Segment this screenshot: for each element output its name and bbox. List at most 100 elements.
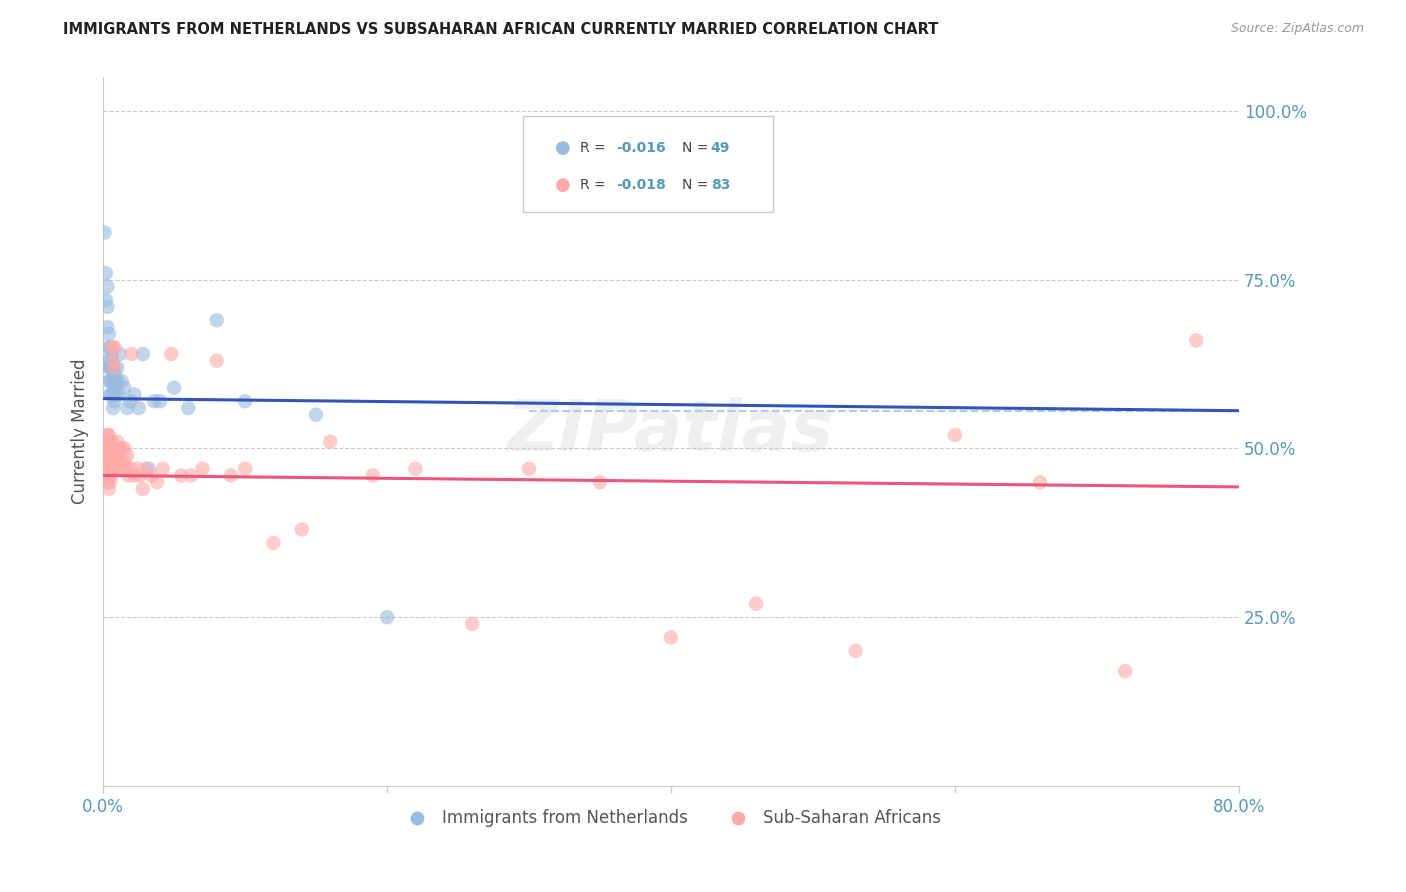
Point: [160, 347, 183, 361]
Point: [98, 475, 121, 490]
Text: -0.016: -0.016: [616, 141, 666, 155]
Point: [141, 468, 163, 483]
Point: [101, 401, 124, 415]
Point: [101, 374, 124, 388]
Text: 83: 83: [710, 178, 730, 192]
Point: [93, 226, 115, 240]
Point: [120, 461, 142, 475]
Point: [100, 468, 122, 483]
Point: [97, 360, 120, 375]
Point: [93, 442, 115, 456]
Point: [97, 353, 120, 368]
Point: [101, 340, 124, 354]
Point: [100, 387, 122, 401]
Point: [100, 374, 122, 388]
Point: [105, 360, 128, 375]
Point: [205, 313, 228, 327]
Point: [101, 455, 124, 469]
Point: [319, 434, 342, 449]
Point: [96, 455, 118, 469]
Point: [94, 468, 117, 483]
Point: [93, 455, 115, 469]
Point: [118, 468, 141, 483]
Point: [112, 442, 135, 456]
Point: [138, 461, 160, 475]
Point: [101, 360, 124, 375]
Point: [100, 360, 122, 375]
Point: [745, 597, 768, 611]
Point: [127, 461, 149, 475]
Point: [104, 442, 127, 456]
Point: [105, 374, 128, 388]
Point: [105, 448, 128, 462]
Point: [110, 442, 132, 456]
Point: [104, 387, 127, 401]
Text: 49: 49: [710, 141, 730, 155]
Point: [100, 434, 122, 449]
Point: [132, 482, 155, 496]
Point: [97, 428, 120, 442]
Point: [104, 461, 127, 475]
Point: [98, 461, 121, 475]
Point: [100, 461, 122, 475]
Point: [98, 455, 121, 469]
Point: [101, 442, 124, 456]
Point: [263, 536, 285, 550]
Point: [97, 326, 120, 341]
Point: [461, 616, 484, 631]
Point: [101, 387, 124, 401]
Point: [100, 442, 122, 456]
Point: [108, 442, 131, 456]
Point: [97, 442, 120, 456]
Point: [103, 394, 125, 409]
Text: N =: N =: [682, 178, 709, 192]
Point: [105, 434, 128, 449]
Text: -0.018: -0.018: [616, 178, 666, 192]
Point: [170, 468, 193, 483]
Point: [98, 387, 121, 401]
Y-axis label: Currently Married: Currently Married: [72, 359, 89, 504]
Point: [98, 353, 121, 368]
Point: [97, 374, 120, 388]
Point: [94, 455, 117, 469]
Point: [305, 408, 328, 422]
Point: [361, 468, 384, 483]
Point: [844, 644, 866, 658]
Point: [111, 461, 134, 475]
Point: [375, 610, 398, 624]
Point: [1029, 475, 1052, 490]
Point: [97, 448, 120, 462]
Point: [97, 482, 120, 496]
Point: [97, 340, 120, 354]
Point: [517, 461, 540, 475]
Text: ●: ●: [555, 176, 571, 194]
Point: [124, 468, 146, 483]
Point: [1114, 664, 1136, 678]
Point: [108, 347, 131, 361]
Point: [98, 442, 121, 456]
Point: [291, 523, 314, 537]
Point: [943, 428, 966, 442]
Point: [98, 360, 121, 375]
Point: [98, 340, 121, 354]
Point: [107, 442, 129, 456]
Point: [149, 394, 172, 409]
Point: [219, 468, 242, 483]
Point: [107, 387, 129, 401]
Point: [177, 401, 200, 415]
Text: IMMIGRANTS FROM NETHERLANDS VS SUBSAHARAN AFRICAN CURRENTLY MARRIED CORRELATION : IMMIGRANTS FROM NETHERLANDS VS SUBSAHARA…: [63, 22, 939, 37]
Point: [104, 374, 127, 388]
Point: [404, 461, 426, 475]
Point: [94, 293, 117, 307]
Point: [103, 461, 125, 475]
Point: [589, 475, 612, 490]
Point: [97, 461, 120, 475]
Point: [100, 448, 122, 462]
Point: [659, 631, 682, 645]
Point: [100, 347, 122, 361]
Point: [191, 461, 214, 475]
Point: [94, 428, 117, 442]
Point: [124, 387, 146, 401]
Point: [96, 279, 118, 293]
Point: [112, 381, 135, 395]
